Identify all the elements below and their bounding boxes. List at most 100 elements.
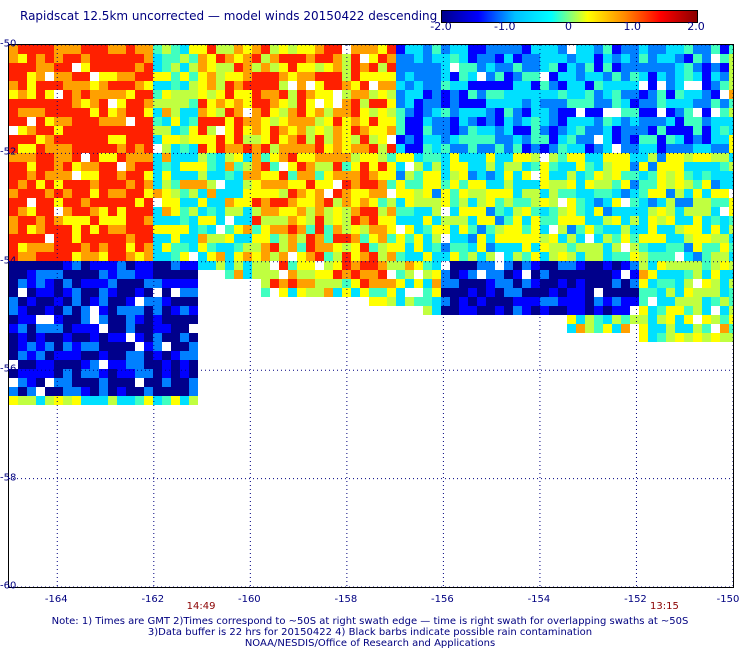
grid-cell xyxy=(621,162,630,171)
grid-cell xyxy=(306,234,315,243)
grid-cell xyxy=(54,72,63,81)
grid-cell xyxy=(9,72,18,81)
grid-cell xyxy=(81,342,90,351)
grid-cell xyxy=(666,225,675,234)
grid-cell xyxy=(693,261,702,270)
grid-cell xyxy=(576,243,585,252)
grid-cell xyxy=(576,72,585,81)
grid-cell xyxy=(621,306,630,315)
grid-cell xyxy=(9,306,18,315)
grid-cell xyxy=(504,99,513,108)
grid-cell xyxy=(261,45,270,54)
grid-cell xyxy=(198,81,207,90)
grid-cell xyxy=(18,180,27,189)
grid-cell xyxy=(450,243,459,252)
grid-cell xyxy=(711,72,720,81)
grid-cell xyxy=(513,270,522,279)
grid-cell xyxy=(720,162,729,171)
grid-cell xyxy=(306,207,315,216)
grid-cell xyxy=(648,99,657,108)
grid-cell xyxy=(162,153,171,162)
grid-cell xyxy=(27,81,36,90)
grid-cell xyxy=(198,243,207,252)
grid-cell xyxy=(45,99,54,108)
grid-cell xyxy=(144,342,153,351)
grid-cell xyxy=(27,126,36,135)
grid-cell xyxy=(99,81,108,90)
grid-cell xyxy=(450,297,459,306)
grid-cell xyxy=(45,63,54,72)
grid-cell xyxy=(108,162,117,171)
grid-cell xyxy=(522,135,531,144)
grid-cell xyxy=(18,234,27,243)
grid-cell xyxy=(18,270,27,279)
grid-cell xyxy=(558,117,567,126)
grid-cell xyxy=(315,63,324,72)
grid-cell xyxy=(144,360,153,369)
grid-cell xyxy=(288,135,297,144)
grid-cell xyxy=(504,171,513,180)
grid-cell xyxy=(351,99,360,108)
grid-cell xyxy=(45,189,54,198)
grid-cell xyxy=(243,117,252,126)
grid-cell xyxy=(423,153,432,162)
grid-cell xyxy=(720,189,729,198)
grid-cell xyxy=(90,270,99,279)
grid-cell xyxy=(711,81,720,90)
grid-cell xyxy=(117,306,126,315)
grid-cell xyxy=(207,153,216,162)
grid-cell xyxy=(666,207,675,216)
grid-cell xyxy=(99,189,108,198)
grid-cell xyxy=(423,45,432,54)
grid-cell xyxy=(711,99,720,108)
grid-cell xyxy=(360,225,369,234)
grid-cell xyxy=(252,207,261,216)
grid-cell xyxy=(117,252,126,261)
grid-cell xyxy=(9,288,18,297)
grid-cell xyxy=(324,207,333,216)
grid-cell xyxy=(153,351,162,360)
grid-cell xyxy=(558,225,567,234)
grid-cell xyxy=(486,297,495,306)
grid-cell xyxy=(468,45,477,54)
grid-cell xyxy=(369,261,378,270)
grid-cell xyxy=(603,324,612,333)
grid-cell xyxy=(99,207,108,216)
grid-cell xyxy=(207,189,216,198)
grid-cell xyxy=(18,198,27,207)
grid-cell xyxy=(603,234,612,243)
grid-cell xyxy=(36,396,45,405)
grid-cell xyxy=(63,234,72,243)
grid-cell xyxy=(180,72,189,81)
grid-cell xyxy=(315,279,324,288)
grid-cell xyxy=(18,171,27,180)
grid-cell xyxy=(432,54,441,63)
grid-cell xyxy=(441,189,450,198)
grid-cell xyxy=(693,135,702,144)
grid-cell xyxy=(9,135,18,144)
grid-cell xyxy=(90,378,99,387)
grid-cell xyxy=(72,54,81,63)
grid-cell xyxy=(297,216,306,225)
grid-cell xyxy=(180,90,189,99)
grid-cell xyxy=(441,135,450,144)
grid-cell xyxy=(81,360,90,369)
grid-cell xyxy=(720,261,729,270)
grid-cell xyxy=(243,180,252,189)
grid-cell xyxy=(90,189,99,198)
grid-cell xyxy=(711,270,720,279)
grid-cell xyxy=(126,216,135,225)
grid-cell xyxy=(153,162,162,171)
grid-cell xyxy=(18,144,27,153)
grid-cell xyxy=(423,234,432,243)
grid-cell xyxy=(36,360,45,369)
colorbar-label: 2.0 xyxy=(687,20,705,33)
grid-cell xyxy=(162,117,171,126)
grid-cell xyxy=(702,243,711,252)
grid-cell xyxy=(36,297,45,306)
grid-cell xyxy=(81,279,90,288)
grid-cell xyxy=(396,72,405,81)
grid-cell xyxy=(18,135,27,144)
grid-cell xyxy=(549,207,558,216)
grid-cell xyxy=(459,288,468,297)
